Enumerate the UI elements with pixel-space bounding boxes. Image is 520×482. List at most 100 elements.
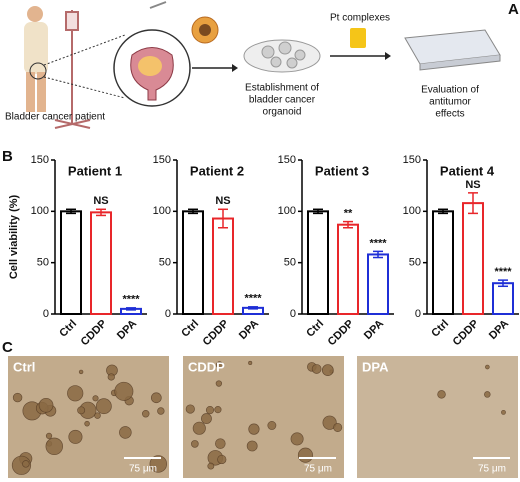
significance-label: ** (344, 208, 353, 220)
organoid (501, 409, 506, 415)
organoids (261, 41, 306, 69)
scale-bar-label: 75 μm (129, 464, 157, 475)
patient-figure (24, 6, 48, 112)
error-bar (66, 208, 76, 215)
chart-title: Patient 2 (190, 163, 244, 178)
organoid (84, 420, 90, 427)
significance-label: **** (122, 294, 140, 306)
significance-label: **** (494, 266, 512, 278)
bar (307, 210, 329, 315)
image-label: CDDP (188, 359, 225, 374)
organoid (248, 360, 253, 365)
organoid (485, 364, 490, 370)
evaluation-label: Evaluation of (421, 85, 479, 96)
scalpel (149, 1, 167, 9)
organoid-label: organoid (263, 107, 302, 118)
x-tick-label: DPA (362, 318, 386, 342)
organoid (114, 381, 134, 401)
x-tick-label: Ctrl (304, 318, 326, 340)
bar (337, 223, 359, 315)
evaluation-label: antitumor (429, 97, 471, 108)
organoid (215, 438, 226, 449)
organoid (290, 432, 304, 446)
x-tick-label: CDDP (326, 318, 357, 349)
bar (462, 202, 484, 315)
focus-circle (29, 62, 47, 80)
bar (432, 210, 454, 315)
y-tick-label: 100 (31, 205, 49, 217)
organoid (214, 406, 222, 414)
drug-bottle (350, 28, 366, 48)
y-axis-label: Cell viability (%) (8, 194, 20, 279)
well-plate-side (419, 55, 501, 71)
organoid (67, 385, 84, 402)
x-tick-label: DPA (487, 318, 511, 342)
tumor (138, 56, 162, 76)
evaluation-label: effects (435, 109, 464, 120)
y-tick-label: 0 (43, 308, 49, 320)
y-tick-label: 150 (403, 154, 421, 166)
y-tick-label: 150 (31, 154, 49, 166)
panel-label: B (2, 148, 13, 165)
organoid (77, 406, 86, 415)
error-bar (188, 208, 198, 215)
significance-label: **** (244, 293, 262, 305)
x-tick-label: Ctrl (57, 318, 79, 340)
organoid (297, 447, 314, 463)
organoid (215, 380, 223, 387)
organoid (45, 432, 53, 440)
image-label: Ctrl (13, 359, 35, 374)
y-tick-label: 0 (165, 308, 171, 320)
organoid (95, 398, 112, 415)
organoid (217, 454, 227, 465)
x-tick-label: CDDP (79, 318, 110, 349)
dashed-line (43, 34, 126, 66)
organoid-label: Establishment of (245, 83, 319, 94)
significance-label: NS (465, 179, 480, 191)
y-tick-label: 0 (290, 308, 296, 320)
organoid-label: bladder cancer (249, 95, 316, 106)
error-bar (313, 208, 323, 215)
error-bar (218, 208, 228, 229)
y-tick-label: 100 (403, 205, 421, 217)
error-bar (96, 208, 106, 217)
y-tick-label: 50 (159, 257, 171, 269)
organoid (12, 392, 23, 403)
bar (367, 253, 389, 316)
organoid (107, 373, 115, 381)
chart-title: Patient 4 (440, 163, 495, 178)
error-bar (498, 279, 508, 288)
organoid (119, 426, 132, 439)
y-tick-label: 50 (409, 257, 421, 269)
image-label: DPA (362, 359, 389, 374)
organoid (45, 437, 63, 456)
error-bar (468, 192, 478, 215)
error-bar (373, 250, 383, 259)
organoid (68, 429, 83, 444)
x-tick-label: CDDP (201, 318, 232, 349)
significance-label: **** (369, 237, 387, 249)
organoid (246, 440, 258, 452)
bar (60, 210, 82, 315)
organoid (248, 423, 260, 435)
error-bar (126, 307, 136, 311)
organoid (149, 455, 168, 473)
organoid (38, 397, 54, 413)
significance-label: NS (215, 195, 230, 207)
panel-label: C (2, 339, 13, 356)
error-bar (248, 306, 258, 310)
x-tick-label: DPA (115, 318, 139, 342)
organoid (150, 392, 162, 404)
organoid (215, 361, 224, 369)
organoid (192, 421, 206, 435)
organoid (157, 407, 165, 415)
organoid (141, 410, 150, 418)
scale-bar-label: 75 μm (304, 464, 332, 475)
y-tick-label: 100 (278, 205, 296, 217)
panel-label: A (508, 1, 519, 18)
organoid (191, 440, 199, 448)
patient-label: Bladder cancer patient (5, 112, 105, 123)
significance-label: NS (93, 195, 108, 207)
error-bar (438, 208, 448, 215)
organoid (201, 413, 212, 425)
